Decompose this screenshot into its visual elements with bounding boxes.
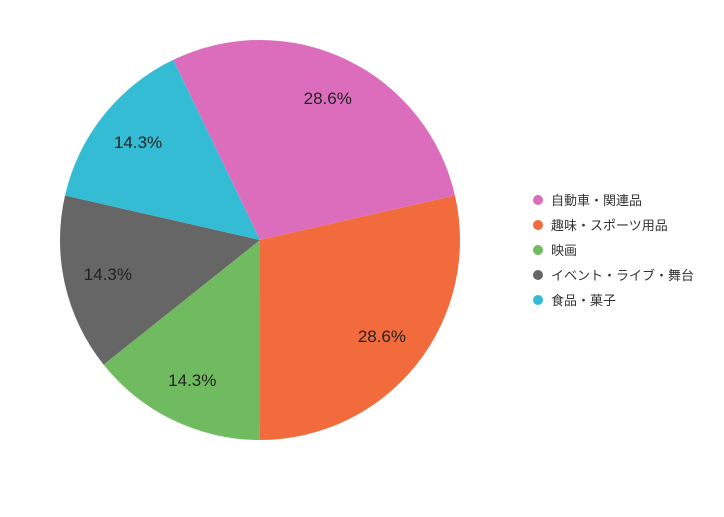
legend-label: 映画 [551,240,577,259]
legend-item: 趣味・スポーツ用品 [533,215,694,234]
legend-label: 自動車・関連品 [551,190,642,209]
pie-svg [50,30,470,450]
slice-percent-label: 14.3% [114,133,162,153]
pie-chart: 28.6% 28.6% 14.3% 14.3% 14.3% [50,30,470,450]
legend-label: イベント・ライブ・舞台 [551,265,694,284]
slice-percent-label: 14.3% [84,265,132,285]
legend-item: 自動車・関連品 [533,190,694,209]
legend-item: イベント・ライブ・舞台 [533,265,694,284]
legend-label: 趣味・スポーツ用品 [551,215,668,234]
legend-label: 食品・菓子 [551,290,616,309]
slice-percent-label: 28.6% [304,89,352,109]
slice-percent-label: 28.6% [358,327,406,347]
legend-swatch [533,220,543,230]
legend-swatch [533,195,543,205]
legend-swatch [533,295,543,305]
legend-item: 映画 [533,240,694,259]
legend: 自動車・関連品趣味・スポーツ用品映画イベント・ライブ・舞台食品・菓子 [533,190,694,309]
slice-percent-label: 14.3% [168,371,216,391]
legend-swatch [533,245,543,255]
legend-item: 食品・菓子 [533,290,694,309]
legend-swatch [533,270,543,280]
